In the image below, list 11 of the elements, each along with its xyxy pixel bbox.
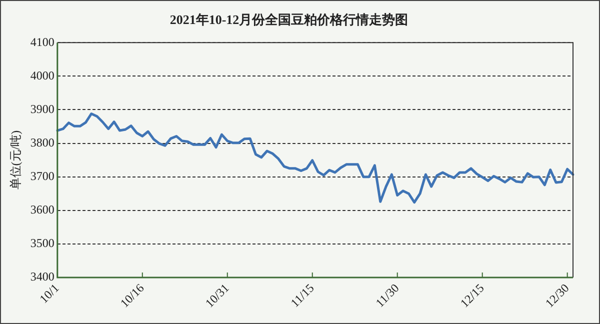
y-tick-label: 3600 — [30, 202, 54, 217]
y-tick-label: 4100 — [30, 34, 54, 49]
chart-title: 2021年10-12月份全国豆粕价格行情走势图 — [170, 12, 408, 28]
y-tick-label: 3700 — [30, 168, 54, 183]
y-tick-label: 4000 — [30, 68, 54, 82]
y-tick-label: 3900 — [30, 102, 54, 116]
y-axis-title: 单位(元/吨) — [8, 130, 22, 190]
y-tick-label: 3800 — [30, 135, 54, 150]
y-tick-label: 3500 — [30, 236, 54, 250]
x-tick-label: 10/1 — [36, 281, 62, 306]
y-tick-label: 3400 — [30, 270, 54, 284]
